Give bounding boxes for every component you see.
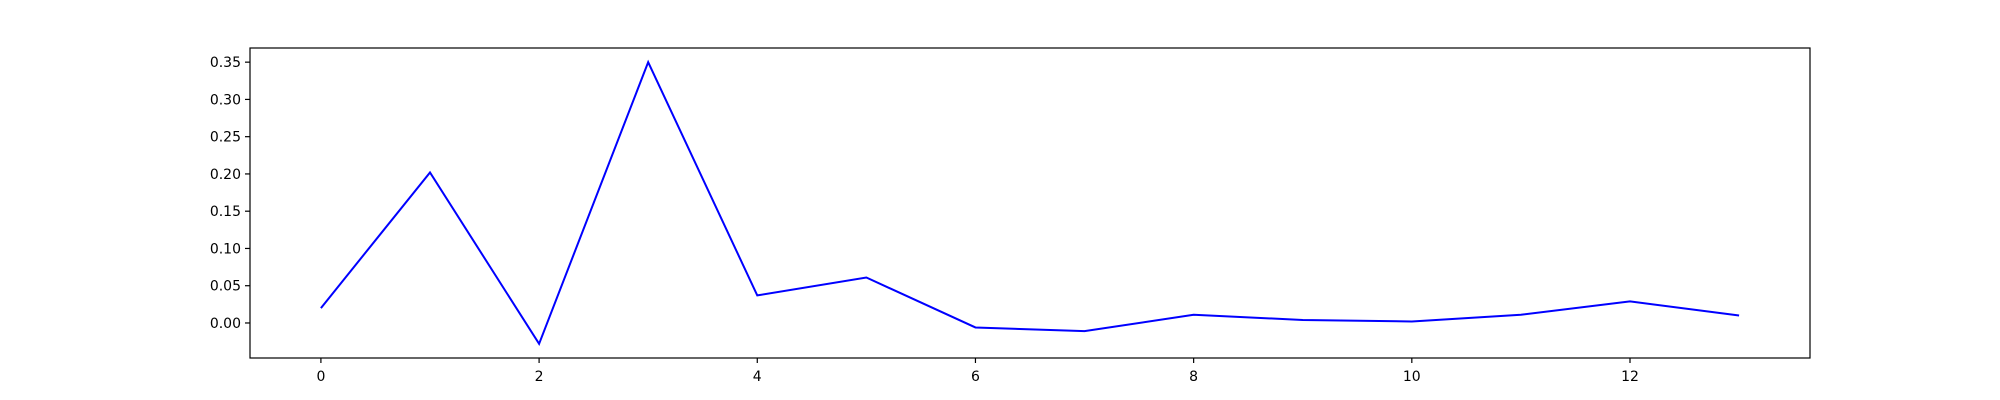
x-tick-label: 10 [1403,369,1421,385]
x-tick-label: 0 [316,369,325,385]
x-tick-label: 6 [971,369,980,385]
y-axis: 0.00 0.05 0.10 0.15 0.20 0.25 0.30 0.35 [210,55,250,332]
y-tick-label: 0.10 [210,241,241,257]
x-axis: 0 2 4 6 8 10 12 [316,358,1639,385]
y-tick-label: 0.00 [210,316,241,332]
y-tick-label: 0.05 [210,279,241,295]
y-tick-label: 0.20 [210,167,241,183]
x-tick-label: 12 [1621,369,1639,385]
y-tick-label: 0.25 [210,130,241,146]
y-tick-label: 0.15 [210,204,241,220]
plot-area-background [250,48,1810,358]
y-tick-label: 0.35 [210,55,241,71]
x-tick-label: 2 [535,369,544,385]
axes-frame [249,47,1811,359]
x-tick-label: 8 [1189,369,1198,385]
series-line [320,59,1740,347]
x-tick-label: 4 [753,369,762,385]
y-tick-label: 0.30 [210,92,241,108]
